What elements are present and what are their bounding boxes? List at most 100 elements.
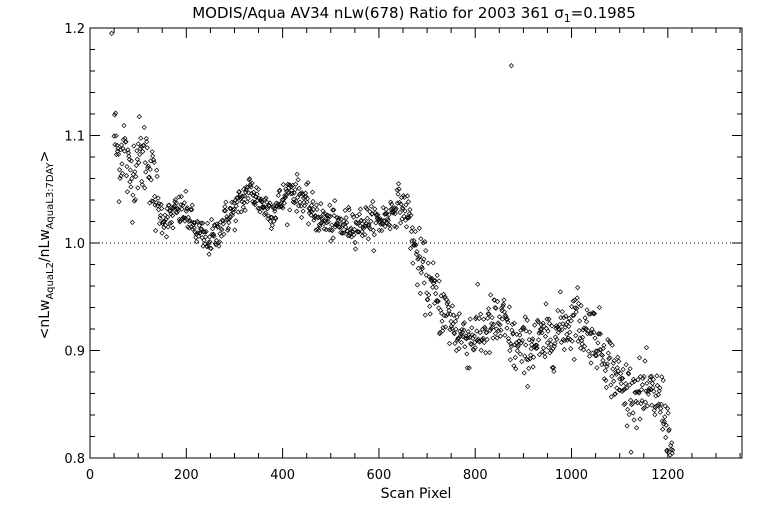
data-point	[132, 169, 138, 175]
data-point	[449, 303, 456, 309]
x-tick-label: 200	[174, 468, 199, 483]
data-point	[316, 222, 322, 228]
data-point	[157, 212, 164, 219]
data-point	[654, 373, 660, 379]
data-point	[298, 214, 305, 221]
data-point	[124, 189, 131, 195]
data-point	[651, 407, 657, 413]
data-point	[450, 312, 457, 318]
data-point	[588, 360, 594, 366]
data-point	[481, 316, 487, 322]
data-point	[631, 378, 638, 385]
data-point	[504, 316, 511, 322]
data-point	[546, 320, 553, 326]
data-point	[397, 209, 403, 216]
data-point	[141, 124, 147, 131]
data-point	[453, 326, 459, 332]
data-point	[399, 205, 406, 211]
data-point	[115, 151, 122, 157]
data-point	[182, 218, 188, 224]
data-point	[597, 331, 604, 337]
data-point	[450, 321, 456, 327]
data-point	[547, 350, 553, 356]
data-point	[410, 242, 416, 248]
data-point	[412, 228, 418, 235]
data-point	[636, 355, 643, 361]
data-point	[118, 142, 125, 148]
data-point	[330, 235, 336, 241]
data-point	[283, 192, 289, 199]
data-point	[618, 371, 624, 377]
data-point	[562, 337, 568, 344]
data-point	[285, 189, 291, 196]
data-point	[618, 380, 624, 387]
data-point	[214, 223, 221, 229]
data-point	[154, 167, 160, 173]
data-point	[112, 142, 118, 148]
data-point	[178, 193, 184, 200]
data-point	[505, 335, 511, 342]
data-point	[512, 354, 518, 361]
data-point	[573, 332, 579, 339]
data-point	[310, 206, 317, 212]
data-point	[233, 218, 239, 224]
data-point	[549, 323, 555, 329]
data-point	[495, 328, 502, 334]
data-point	[187, 218, 193, 224]
data-point	[644, 380, 650, 386]
data-point	[125, 147, 131, 153]
data-point	[483, 350, 489, 356]
data-point	[551, 343, 558, 349]
data-point	[506, 304, 512, 310]
data-point	[669, 450, 675, 457]
data-point	[479, 336, 485, 343]
data-point	[268, 214, 274, 220]
data-point	[376, 216, 382, 222]
data-point	[413, 251, 419, 257]
data-point	[649, 402, 655, 408]
data-point	[481, 339, 487, 346]
x-tick-label: 1200	[651, 468, 684, 483]
data-point	[491, 297, 498, 303]
data-point	[382, 223, 388, 230]
data-point	[316, 227, 322, 233]
data-point	[143, 169, 149, 175]
data-point	[425, 260, 431, 266]
data-point	[540, 345, 547, 351]
data-point	[359, 233, 366, 239]
data-point	[608, 382, 614, 388]
data-point	[581, 347, 587, 353]
data-point	[179, 206, 185, 212]
data-point	[417, 254, 423, 260]
data-point	[522, 314, 528, 320]
data-point	[634, 400, 641, 406]
data-point	[580, 334, 586, 340]
data-point	[561, 346, 567, 353]
data-point	[451, 331, 458, 337]
data-point	[615, 354, 621, 360]
data-point	[590, 311, 597, 317]
data-point	[613, 371, 619, 377]
data-point	[332, 198, 338, 204]
data-point	[457, 328, 463, 334]
data-point	[586, 353, 593, 359]
data-point	[547, 337, 554, 343]
data-point	[353, 220, 360, 226]
data-point	[344, 220, 350, 226]
data-point	[626, 411, 632, 418]
data-point	[522, 353, 528, 359]
data-point	[319, 216, 325, 222]
data-point	[307, 206, 313, 212]
data-point	[405, 215, 411, 221]
data-point	[246, 190, 252, 196]
data-point	[434, 272, 440, 278]
data-point	[215, 224, 221, 230]
data-point	[266, 203, 273, 209]
data-point	[134, 156, 140, 162]
data-point	[655, 403, 661, 409]
data-point	[121, 148, 128, 154]
data-point	[416, 225, 422, 231]
data-point	[439, 318, 445, 324]
data-point	[363, 204, 369, 211]
data-point	[494, 335, 500, 341]
